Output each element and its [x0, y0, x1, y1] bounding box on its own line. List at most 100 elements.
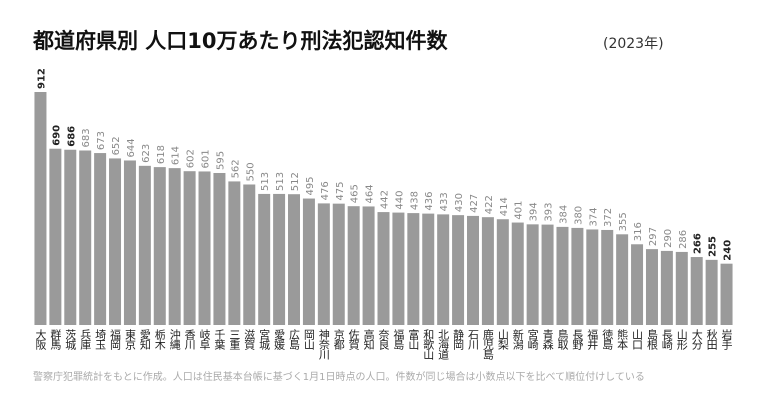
x-tick-label: 東京	[123, 329, 136, 351]
x-tick-label: 宮崎	[526, 328, 539, 350]
x-tick-label: 福井	[586, 328, 599, 351]
bar	[586, 229, 599, 325]
value-label: 464	[365, 184, 376, 203]
x-tick-label: 富山	[407, 328, 420, 350]
value-label: 438	[409, 191, 420, 210]
bar	[317, 203, 330, 325]
bar	[183, 171, 196, 325]
value-label: 476	[320, 181, 331, 200]
bar	[675, 251, 688, 325]
bar	[422, 213, 435, 325]
footnote: 警察庁犯罪統計をもとに作成。人口は住民基本台帳に基づく1月1日時点の人口。件数が…	[33, 370, 645, 383]
bar	[64, 149, 77, 325]
x-tick-label: 静岡	[452, 328, 465, 351]
value-label: 465	[350, 184, 361, 203]
bar	[243, 184, 256, 325]
x-tick-label: 埼玉	[94, 328, 107, 350]
bar	[228, 181, 241, 325]
value-label: 683	[81, 128, 92, 147]
value-label: 430	[454, 193, 465, 212]
x-tick-label: 青森	[541, 329, 554, 351]
bar	[466, 215, 479, 325]
value-label: 912	[36, 68, 47, 89]
bar	[332, 203, 345, 325]
x-tick-label: 島根	[645, 328, 658, 351]
bar	[541, 224, 554, 325]
x-tick-label: 鳥取	[556, 328, 569, 351]
value-label: 614	[171, 146, 182, 165]
value-label: 618	[156, 145, 167, 164]
value-label: 394	[529, 202, 540, 221]
bar	[601, 229, 614, 325]
value-label: 550	[245, 162, 256, 181]
x-tick-label: 徳島	[601, 329, 614, 351]
x-tick-label: 群馬	[49, 328, 62, 351]
x-tick-label: 奈良	[377, 328, 390, 351]
x-tick-label: 和歌山	[422, 329, 435, 360]
x-tick-label: 栃木	[153, 328, 166, 351]
bar	[631, 244, 644, 325]
value-label: 513	[275, 172, 286, 191]
x-tick-label: 兵庫	[79, 329, 92, 351]
x-tick-label: 長野	[571, 329, 584, 350]
value-label: 690	[51, 125, 62, 146]
value-label: 255	[708, 236, 719, 257]
value-label: 380	[573, 206, 584, 225]
bar	[705, 259, 718, 325]
bar	[526, 224, 539, 325]
value-label: 602	[186, 149, 197, 168]
x-tick-label: 神奈川	[317, 328, 330, 360]
bar	[496, 219, 509, 325]
bar	[571, 227, 584, 325]
bar	[258, 193, 271, 325]
bar	[34, 92, 47, 325]
chart-subtitle: (2023年)	[603, 36, 664, 52]
x-tick-label: 岐阜	[198, 329, 211, 351]
value-label: 475	[335, 182, 346, 201]
bar	[123, 160, 136, 325]
value-label: 623	[141, 144, 152, 163]
value-label: 601	[201, 149, 212, 168]
x-tick-label: 大分	[690, 328, 703, 350]
x-tick-label: 沖縄	[168, 329, 181, 350]
value-label: 374	[588, 207, 599, 226]
bar	[392, 212, 405, 325]
x-tick-label: 京都	[332, 328, 345, 350]
value-label: 427	[469, 194, 480, 213]
x-tick-label: 高知	[362, 328, 375, 351]
bar	[49, 148, 62, 325]
bar	[645, 249, 658, 325]
x-tick-label: 茨城	[64, 328, 77, 350]
value-label: 393	[544, 203, 555, 222]
x-tick-label: 滋賀	[243, 329, 256, 351]
x-tick-label: 新潟	[511, 328, 524, 351]
x-tick-label: 山梨	[496, 329, 509, 351]
bar	[437, 214, 450, 325]
value-label: 644	[126, 138, 137, 157]
bar	[362, 206, 375, 325]
x-tick-label: 愛媛	[273, 329, 286, 351]
value-label: 422	[484, 195, 495, 214]
value-label: 595	[215, 151, 226, 170]
bar	[690, 257, 703, 325]
x-tick-label: 熊本	[616, 328, 629, 351]
bar	[660, 250, 673, 325]
bar	[302, 198, 315, 325]
bar	[109, 158, 122, 325]
x-tick-label: 長崎	[660, 329, 673, 350]
x-tick-label: 愛知	[138, 329, 151, 351]
value-label: 372	[603, 208, 614, 227]
bar	[288, 194, 301, 325]
value-label: 433	[439, 192, 450, 211]
x-tick-label: 千葉	[213, 329, 226, 350]
bar	[481, 217, 494, 325]
bar	[407, 213, 420, 325]
bar	[616, 234, 629, 325]
bar	[556, 226, 569, 325]
value-label: 240	[723, 240, 734, 261]
x-tick-label: 福岡	[109, 328, 122, 351]
value-label: 414	[499, 197, 510, 216]
x-tick-label: 香川	[183, 329, 196, 350]
bar	[273, 193, 286, 325]
